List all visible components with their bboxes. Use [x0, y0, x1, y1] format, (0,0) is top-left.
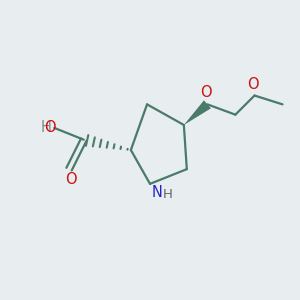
- Text: N: N: [152, 185, 162, 200]
- Text: H: H: [40, 120, 51, 135]
- Text: O: O: [200, 85, 212, 100]
- Text: O: O: [247, 77, 259, 92]
- Polygon shape: [184, 100, 211, 125]
- Text: O: O: [65, 172, 76, 187]
- Text: H: H: [163, 188, 173, 201]
- Text: O: O: [44, 120, 56, 135]
